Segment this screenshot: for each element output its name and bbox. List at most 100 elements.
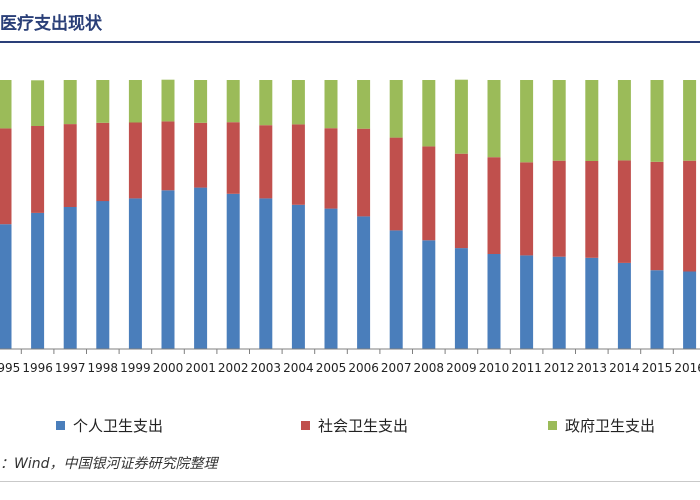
bar-social-1997 xyxy=(63,124,77,207)
bar-government-1997 xyxy=(63,80,77,125)
bar-social-2008 xyxy=(422,146,436,241)
bar-social-2003 xyxy=(259,125,273,199)
bar-government-2009 xyxy=(454,79,468,154)
chart-legend: 个人卫生支出 社会卫生支出 政府卫生支出 xyxy=(0,413,700,437)
title-divider xyxy=(0,41,700,43)
bar-government-2004 xyxy=(291,80,305,125)
bar-social-2007 xyxy=(389,137,403,231)
x-tick-label-2011: 2011 xyxy=(511,361,542,375)
bar-individual-1995 xyxy=(0,224,12,349)
bar-government-2005 xyxy=(324,80,338,129)
bar-social-2001 xyxy=(194,122,208,188)
bar-government-1996 xyxy=(31,80,45,126)
bottom-divider xyxy=(0,481,700,482)
bar-individual-2005 xyxy=(324,208,338,349)
bar-social-2005 xyxy=(324,128,338,209)
bar-individual-1997 xyxy=(63,207,77,349)
x-tick-label-2008: 2008 xyxy=(414,361,445,375)
x-tick-label-1999: 1999 xyxy=(120,361,151,375)
bar-government-2000 xyxy=(161,79,175,122)
bar-government-2011 xyxy=(520,80,534,163)
x-tick-label-2016: 2016 xyxy=(674,361,700,375)
legend-swatch-individual xyxy=(56,420,65,430)
x-tick-label-2005: 2005 xyxy=(316,361,347,375)
bar-individual-2002 xyxy=(226,193,240,349)
bar-social-2009 xyxy=(454,153,468,249)
x-tick-label-2006: 2006 xyxy=(348,361,379,375)
bar-government-2007 xyxy=(389,80,403,138)
x-tick-label-2015: 2015 xyxy=(642,361,673,375)
bar-individual-2015 xyxy=(650,270,664,349)
bar-social-2011 xyxy=(520,162,534,256)
x-tick-label-1997: 1997 xyxy=(55,361,86,375)
bar-individual-2009 xyxy=(454,248,468,349)
bar-individual-2003 xyxy=(259,198,273,349)
bar-individual-2011 xyxy=(520,255,534,349)
bar-social-1996 xyxy=(31,126,45,213)
bar-individual-2000 xyxy=(161,190,175,349)
x-tick-label-2004: 2004 xyxy=(283,361,314,375)
legend-label-social: 社会卫生支出 xyxy=(318,416,409,435)
bar-individual-1999 xyxy=(128,198,142,349)
x-tick-label-1998: 1998 xyxy=(88,361,119,375)
bar-social-1995 xyxy=(0,128,12,225)
bar-social-2000 xyxy=(161,121,175,191)
bar-government-2008 xyxy=(422,80,436,147)
bar-individual-1998 xyxy=(96,201,110,349)
x-tick-label-2001: 2001 xyxy=(185,361,216,375)
bar-social-2012 xyxy=(552,160,566,257)
legend-swatch-government xyxy=(548,420,557,430)
legend-item-social: 社会卫生支出 xyxy=(301,413,408,437)
legend-item-government: 政府卫生支出 xyxy=(548,413,655,437)
bar-individual-2013 xyxy=(585,257,599,349)
bar-social-1999 xyxy=(128,122,142,199)
bar-individual-2004 xyxy=(291,204,305,349)
bar-government-2002 xyxy=(226,80,240,123)
bar-individual-2006 xyxy=(357,216,371,349)
x-tick-label-2012: 2012 xyxy=(544,361,575,375)
x-tick-label-2002: 2002 xyxy=(218,361,249,375)
bar-social-2004 xyxy=(291,124,305,205)
bar-social-1998 xyxy=(96,122,110,202)
bar-social-2002 xyxy=(226,122,240,194)
legend-label-individual: 个人卫生支出 xyxy=(73,416,164,435)
bar-government-1998 xyxy=(96,80,110,123)
x-tick-label-1996: 1996 xyxy=(22,361,53,375)
legend-label-government: 政府卫生支出 xyxy=(565,416,656,435)
bar-government-2006 xyxy=(357,80,371,129)
bar-individual-1996 xyxy=(31,212,45,349)
legend-item-individual: 个人卫生支出 xyxy=(56,413,163,437)
bar-government-2010 xyxy=(487,80,501,158)
x-tick-label-2010: 2010 xyxy=(479,361,510,375)
bar-government-2001 xyxy=(194,80,208,123)
x-tick-label-2009: 2009 xyxy=(446,361,477,375)
bar-social-2014 xyxy=(617,160,631,263)
chart-title: 医疗支出现状 xyxy=(0,14,102,34)
bar-government-1995 xyxy=(0,80,12,129)
x-tick-label-2000: 2000 xyxy=(153,361,184,375)
bar-government-2016 xyxy=(683,80,697,161)
bar-government-2014 xyxy=(617,80,631,161)
bar-government-2013 xyxy=(585,80,599,161)
bar-government-2012 xyxy=(552,80,566,161)
bar-individual-2008 xyxy=(422,240,436,349)
bar-individual-2010 xyxy=(487,254,501,349)
bar-individual-2012 xyxy=(552,256,566,349)
x-tick-label-2014: 2014 xyxy=(609,361,640,375)
x-tick-label-2007: 2007 xyxy=(381,361,412,375)
bar-social-2015 xyxy=(650,161,664,271)
x-tick-label-2003: 2003 xyxy=(251,361,282,375)
bar-individual-2014 xyxy=(617,262,631,349)
stacked-bar-chart: 1995199619971998199920002001200220032004… xyxy=(0,79,700,375)
bar-social-2006 xyxy=(357,128,371,217)
bar-individual-2001 xyxy=(194,187,208,349)
bar-government-2003 xyxy=(259,80,273,126)
bar-government-2015 xyxy=(650,80,664,162)
x-tick-label-1995: 1995 xyxy=(0,361,20,375)
bar-individual-2016 xyxy=(683,271,697,349)
bar-individual-2007 xyxy=(389,230,403,349)
bar-social-2010 xyxy=(487,157,501,254)
legend-swatch-social xyxy=(301,420,310,430)
bar-social-2016 xyxy=(683,160,697,272)
bar-government-1999 xyxy=(128,80,142,123)
